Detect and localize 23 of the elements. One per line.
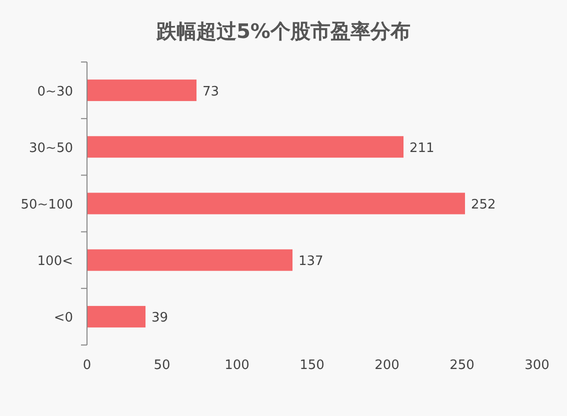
y-tick-label: <0 — [54, 310, 73, 326]
data-label: 252 — [471, 198, 496, 212]
y-tick-label: 50~100 — [20, 198, 73, 212]
x-tick-label: 150 — [300, 358, 324, 373]
bar — [87, 192, 465, 214]
x-tick-label: 100 — [224, 358, 250, 373]
data-label: 73 — [202, 84, 220, 100]
data-label: 137 — [298, 254, 324, 270]
x-tick-label: 0 — [82, 358, 92, 373]
x-tick-label: 200 — [374, 358, 400, 373]
y-tick-label: 0~30 — [37, 84, 73, 100]
bar — [87, 136, 404, 158]
data-label: 211 — [410, 140, 434, 156]
bar — [87, 80, 196, 102]
y-tick-label: 30~50 — [29, 140, 73, 156]
x-tick-label: 50 — [154, 358, 170, 373]
bar — [87, 249, 292, 271]
x-tick-label: 300 — [524, 358, 550, 373]
x-tick-label: 250 — [450, 358, 474, 373]
chart-title: 跌幅超过5%个股市盈率分布 — [156, 19, 410, 43]
bar — [87, 306, 146, 328]
y-tick-label: 100< — [37, 254, 73, 270]
data-label: 39 — [152, 310, 168, 326]
